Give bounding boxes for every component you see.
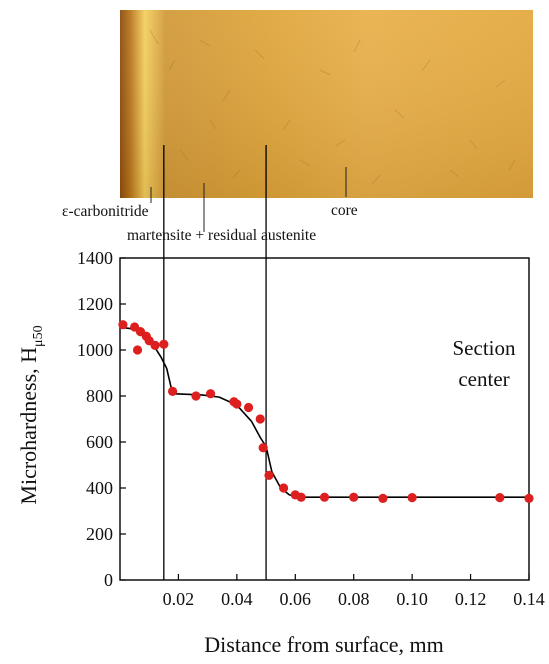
y-tick-label: 1000 xyxy=(77,340,113,360)
data-point xyxy=(159,339,169,349)
y-tick-label: 800 xyxy=(86,386,113,406)
y-axis-label-main: Microhardness, H xyxy=(16,347,41,505)
label-carbonitride: ε-carbonitride xyxy=(62,203,149,220)
label-martensite: martensite + residual austenite xyxy=(127,227,316,244)
x-tick-label: 0.08 xyxy=(338,589,370,609)
x-tick-label: 0.14 xyxy=(513,589,545,609)
data-points xyxy=(118,320,534,503)
data-point xyxy=(243,402,254,413)
data-point xyxy=(191,391,201,401)
section-center-line1: Section xyxy=(453,336,516,360)
plot-frame xyxy=(119,257,530,581)
x-axis: 0.02 0.04 0.06 0.08 0.10 0.12 0.14 xyxy=(163,574,545,609)
y-tick-label: 200 xyxy=(86,524,113,544)
data-point xyxy=(495,493,505,503)
data-point xyxy=(132,345,143,355)
x-tick-label: 0.12 xyxy=(455,589,487,609)
x-tick-label: 0.02 xyxy=(163,589,195,609)
y-tick-label: 1200 xyxy=(77,294,113,314)
y-tick-label: 400 xyxy=(86,478,113,498)
y-tick-label: 1400 xyxy=(77,248,113,268)
data-point xyxy=(407,493,417,503)
y-tick-label: 0 xyxy=(104,570,113,590)
data-point xyxy=(279,483,289,493)
label-core: core xyxy=(331,202,358,219)
data-point xyxy=(524,493,534,503)
data-point xyxy=(232,399,242,409)
data-point xyxy=(118,320,128,330)
micrograph-texture xyxy=(149,29,516,185)
x-tick-label: 0.10 xyxy=(396,589,428,609)
boundary-lines xyxy=(163,145,267,580)
data-point xyxy=(150,340,160,350)
micrograph: ε-carbonitride martensite + residual aus… xyxy=(62,10,533,244)
data-point xyxy=(296,492,306,502)
data-point xyxy=(349,492,359,502)
data-point xyxy=(319,492,330,502)
x-axis-label: Distance from surface, mm xyxy=(204,632,443,657)
x-tick-label: 0.04 xyxy=(221,589,253,609)
micrograph-shading xyxy=(120,10,533,198)
data-point xyxy=(258,443,268,453)
x-tick-label: 0.06 xyxy=(280,589,312,609)
data-point xyxy=(378,493,388,503)
y-axis: 0 200 400 600 800 1000 1200 1400 xyxy=(77,248,126,590)
data-point xyxy=(255,414,265,424)
data-point xyxy=(167,386,178,396)
data-point xyxy=(205,389,216,399)
data-point xyxy=(264,470,274,480)
y-tick-label: 600 xyxy=(86,432,113,452)
section-center-line2: center xyxy=(458,367,509,391)
y-axis-label: Microhardness, Hμ50 xyxy=(16,325,46,504)
y-axis-label-subscript: μ50 xyxy=(31,325,46,347)
